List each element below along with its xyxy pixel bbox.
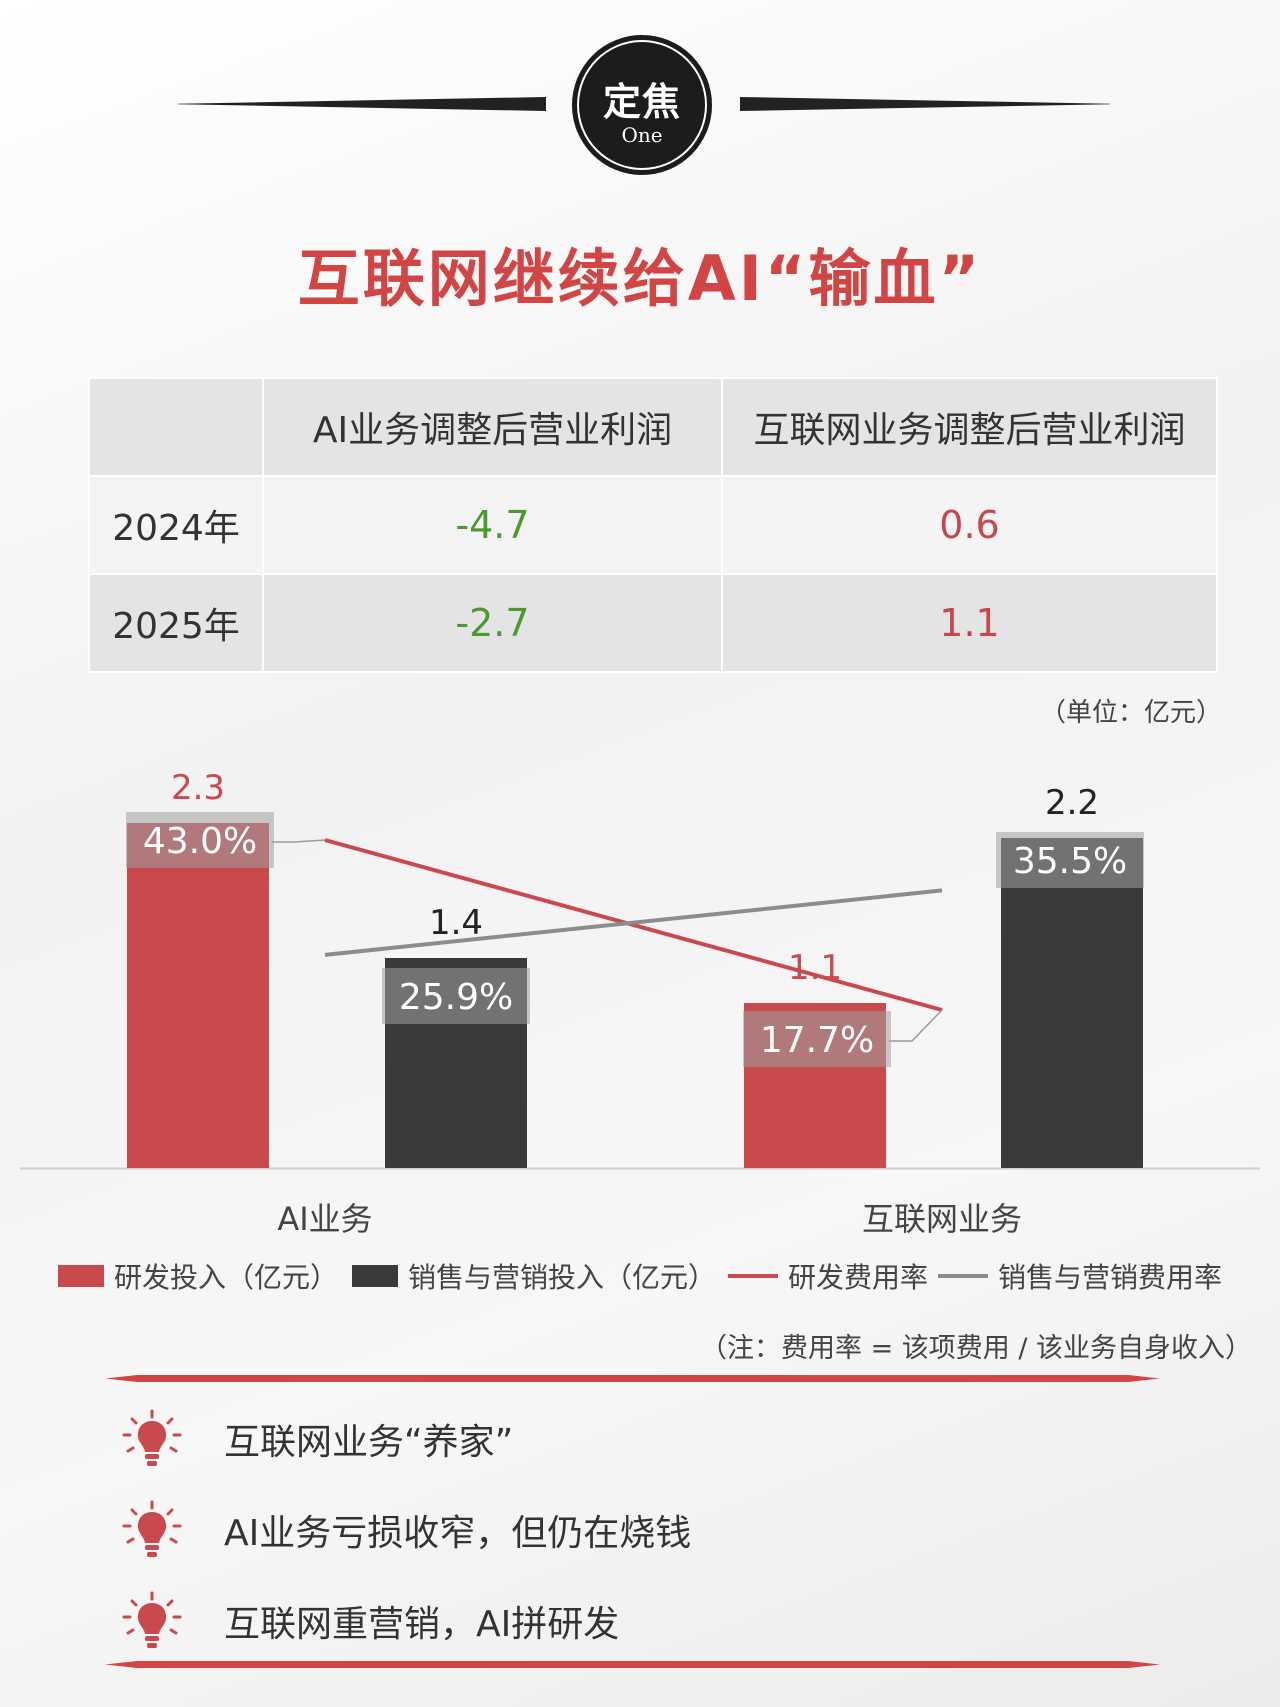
legend-label: 研发费用率 (788, 1261, 929, 1294)
bar-value-label: 2.3 (171, 768, 225, 808)
rate-label: 17.7% (760, 1020, 874, 1061)
unit-label: （单位：亿元） (1040, 698, 1223, 728)
lightbulb-icon (122, 1500, 182, 1557)
takeaway-text: AI业务亏损收窄，但仍在烧钱 (224, 1513, 692, 1554)
table-header-internet: 互联网业务调整后营业利润 (721, 377, 1218, 477)
takeaway-item: 互联网业务“养家” (120, 1404, 513, 1474)
header-rule-right (740, 97, 1110, 111)
lightbulb-icon (122, 1591, 182, 1648)
takeaway-text: 互联网业务“养家” (224, 1422, 514, 1463)
legend-item-rd-investment: 研发投入（亿元） (58, 1258, 338, 1294)
takeaway-text: 互联网重营销，AI拼研发 (224, 1604, 620, 1645)
table-cell-year: 2024年 (88, 475, 264, 575)
table-header-row: AI业务调整后营业利润 互联网业务调整后营业利润 (88, 377, 1218, 477)
legend-label: 销售与营销费用率 (998, 1261, 1223, 1294)
legend-item-rd-rate: 研发费用率 (728, 1258, 928, 1294)
page-title: 互联网继续给AI“输血” (297, 242, 983, 315)
category-label: 互联网业务 (862, 1200, 1022, 1238)
legend-swatch (728, 1274, 778, 1278)
rate-leader-line (889, 1009, 943, 1042)
legend-swatch (938, 1274, 988, 1278)
legend-swatch (352, 1265, 398, 1287)
legend-swatch (58, 1265, 104, 1287)
rate-label-box (996, 832, 1144, 888)
category-label: AI业务 (277, 1200, 372, 1238)
lightbulb-icon (122, 1409, 182, 1466)
divider-top (105, 1375, 1160, 1382)
bar-rd (127, 823, 269, 1168)
rate-leader-line (272, 839, 326, 843)
footnote: （注：费用率 = 该项费用 / 该业务自身收入） (700, 1333, 1253, 1364)
rate-label-box (743, 1011, 891, 1067)
table-cell-year: 2025年 (88, 573, 264, 673)
legend-label: 研发投入（亿元） (114, 1261, 339, 1294)
legend-item-sales-rate: 销售与营销费用率 (938, 1258, 1222, 1294)
table-row: 2025年 -2.7 1.1 (88, 573, 1218, 673)
rate-label: 25.9% (399, 977, 513, 1018)
divider-bottom (105, 1661, 1160, 1668)
brand-badge: 定焦 One (572, 35, 712, 175)
bar-value-label: 2.2 (1045, 783, 1099, 823)
table-header-empty (88, 377, 264, 477)
rate-label: 35.5% (1013, 841, 1127, 882)
profit-table: AI业务调整后营业利润 互联网业务调整后营业利润 2024年 -4.7 0.6 … (88, 377, 1218, 673)
bar-sales (1001, 838, 1143, 1168)
takeaway-item: 互联网重营销，AI拼研发 (120, 1586, 619, 1656)
rate-label-box (126, 812, 274, 868)
rate-label: 43.0% (143, 821, 257, 862)
table-cell-ai: -4.7 (262, 475, 723, 575)
table-cell-ai: -2.7 (262, 573, 723, 673)
rd-rate-line (324, 838, 943, 1012)
table-row: 2024年 -4.7 0.6 (88, 475, 1218, 575)
legend-item-sales-investment: 销售与营销投入（亿元） (352, 1258, 716, 1294)
table-header-ai: AI业务调整后营业利润 (262, 377, 723, 477)
rate-label-box (382, 968, 530, 1024)
legend-label: 销售与营销投入（亿元） (408, 1261, 717, 1294)
brand-badge-main: 定焦 (602, 80, 681, 124)
table-cell-internet: 0.6 (721, 475, 1218, 575)
sales-rate-line (324, 888, 943, 957)
header-rule-left (178, 97, 546, 111)
takeaway-item: AI业务亏损收窄，但仍在烧钱 (120, 1495, 691, 1565)
brand-badge-sub: One (621, 123, 663, 147)
expense-chart: 2.31.11.42.243.0%25.9%17.7%35.5%AI业务 互联网业… (20, 768, 1260, 1238)
table-cell-internet: 1.1 (721, 573, 1218, 673)
bar-value-label: 1.4 (429, 903, 483, 943)
